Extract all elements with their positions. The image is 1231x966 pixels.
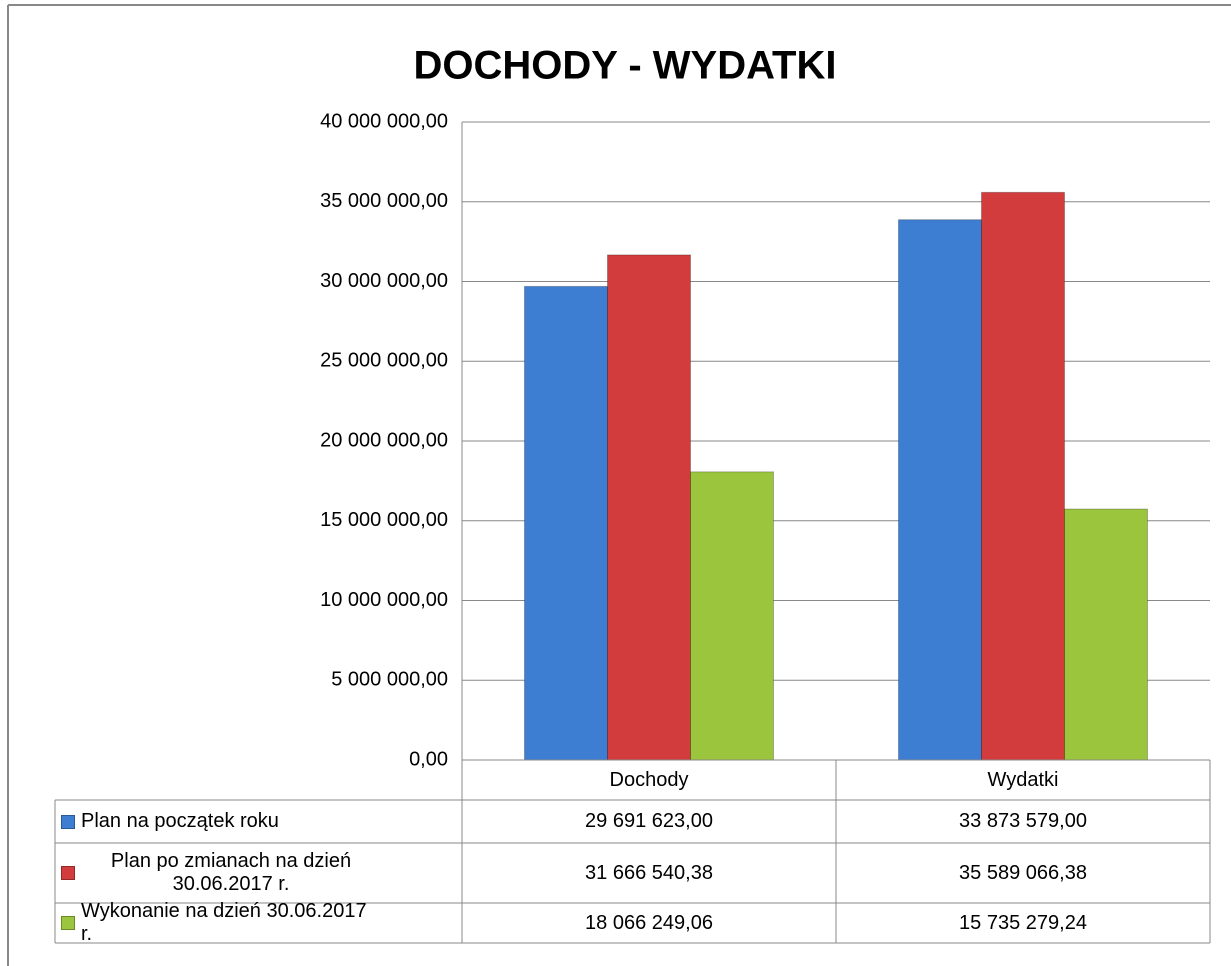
y-tick-label: 30 000 000,00: [320, 270, 448, 292]
y-tick-label: 15 000 000,00: [320, 509, 448, 531]
legend-label: Wykonanie na dzień 30.06.2017 r.: [81, 900, 367, 945]
y-tick-label: 35 000 000,00: [320, 190, 448, 212]
column-header: Dochody: [609, 768, 689, 791]
y-tick-label: 10 000 000,00: [320, 589, 448, 611]
y-tick-label: 40 000 000,00: [320, 110, 448, 132]
data-label: 31 666 540,38: [585, 861, 713, 884]
bar: [524, 285, 608, 761]
legend-entry: Plan po zmianach na dzień 30.06.2017 r.: [55, 843, 462, 903]
y-tick-label: 25 000 000,00: [320, 350, 448, 372]
legend-label: Plan na początek roku: [81, 810, 279, 832]
y-tick-label: 5 000 000,00: [331, 669, 448, 691]
bar: [981, 191, 1065, 761]
legend-swatch: [61, 916, 75, 930]
legend-entry: Wykonanie na dzień 30.06.2017 r.: [55, 900, 462, 945]
data-label: 29 691 623,00: [585, 810, 713, 832]
bar: [690, 471, 774, 761]
bar: [1064, 508, 1148, 761]
y-tick-label: 20 000 000,00: [320, 429, 448, 451]
legend-entry: Plan na początek roku: [55, 800, 462, 843]
data-label: 33 873 579,00: [959, 810, 1087, 832]
data-label: 15 735 279,24: [959, 911, 1087, 934]
chart-title: DOCHODY - WYDATKI: [414, 44, 837, 88]
bar: [898, 219, 982, 761]
legend-swatch: [61, 866, 75, 880]
data-label: 18 066 249,06: [585, 911, 713, 934]
legend-swatch: [61, 814, 75, 829]
y-tick-label: 0,00: [409, 748, 448, 770]
legend-label: Plan po zmianach na dzień 30.06.2017 r.: [110, 850, 352, 895]
data-label: 35 589 066,38: [959, 861, 1087, 884]
column-header: Wydatki: [987, 768, 1059, 791]
bar: [607, 254, 691, 761]
